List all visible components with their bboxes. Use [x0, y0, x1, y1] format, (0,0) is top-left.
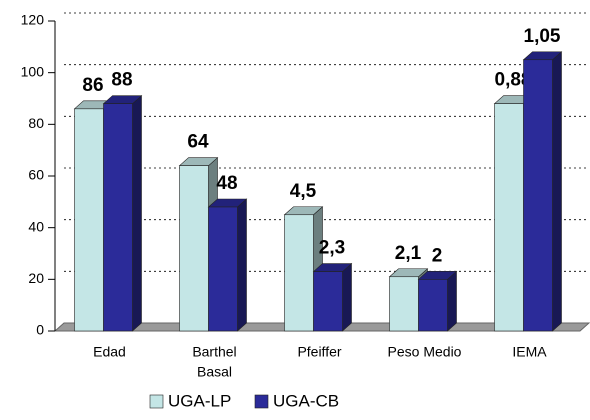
- bar-side: [237, 198, 247, 332]
- y-tick-label: 120: [21, 12, 45, 28]
- bar: [208, 206, 238, 332]
- bar-side: [447, 270, 457, 332]
- data-label: 48: [216, 173, 237, 194]
- data-label: 86: [82, 75, 103, 96]
- bar: [74, 108, 104, 332]
- bar-side: [132, 94, 142, 332]
- bar-side: [342, 262, 352, 332]
- bar: [523, 59, 553, 332]
- bar: [494, 103, 524, 332]
- bar: [284, 214, 314, 332]
- legend-swatch: [149, 394, 164, 409]
- bar: [103, 103, 133, 332]
- x-tick-label: Edad: [93, 344, 126, 360]
- bar: [389, 276, 419, 332]
- bar-side: [552, 51, 562, 332]
- data-label: 2: [432, 245, 443, 266]
- data-label: 88: [111, 70, 132, 91]
- x-tick-label: Pfeiffer: [297, 344, 341, 360]
- bar: [313, 271, 343, 332]
- y-tick-label: 0: [36, 322, 44, 338]
- x-tick-label: Barthel: [192, 344, 236, 360]
- y-tick-label: 100: [21, 63, 45, 79]
- x-tick-label: Basal: [197, 364, 232, 380]
- data-label: 0,88: [495, 70, 532, 91]
- data-label: 4,5: [290, 181, 317, 202]
- data-label: 2,3: [319, 238, 345, 259]
- legend-label: UGA-LP: [168, 391, 231, 410]
- legend-swatch: [254, 394, 269, 409]
- bar: [179, 165, 209, 332]
- x-tick-label: IEMA: [512, 344, 547, 360]
- y-tick-label: 40: [28, 218, 44, 234]
- data-label: 2,1: [395, 243, 422, 264]
- legend-label: UGA-CB: [273, 391, 339, 410]
- bar: [418, 279, 448, 332]
- y-tick-label: 80: [28, 115, 44, 131]
- data-label: 64: [187, 132, 209, 153]
- data-label: 1,05: [524, 26, 561, 47]
- y-tick-label: 20: [28, 270, 44, 286]
- y-tick-label: 60: [28, 167, 44, 183]
- x-tick-label: Peso Medio: [388, 344, 462, 360]
